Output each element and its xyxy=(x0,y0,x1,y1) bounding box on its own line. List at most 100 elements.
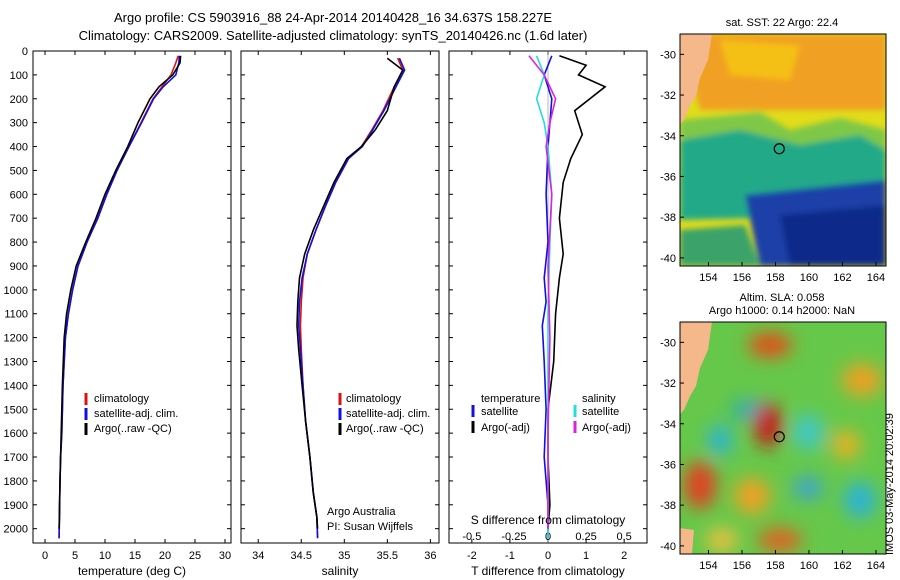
sst-land xyxy=(680,34,712,124)
title-line-1: Argo profile: CS 5903916_88 24-Apr-2014 … xyxy=(114,10,552,25)
depth-tick-label: 1600 xyxy=(4,428,28,440)
legend-label-climatology: climatology xyxy=(94,393,150,405)
sla-yellow xyxy=(832,431,860,459)
legend-label-satellite: satellite-adj. clim. xyxy=(346,408,430,420)
legend-label-argo: Argo(..raw -QC) xyxy=(94,423,172,435)
sst-map-frame xyxy=(679,33,887,267)
legend-label-t-argo: Argo(-adj) xyxy=(481,422,530,434)
sst-argo-marker xyxy=(773,143,785,155)
imos-stamp: IMOS 03-May-2014 20:02:39 xyxy=(884,413,896,555)
depth-tick-label: 1000 xyxy=(4,285,28,297)
lat-tick-label: -38 xyxy=(660,500,676,512)
depth-tick-label: 800 xyxy=(10,237,28,249)
s-tick-label: 0.25 xyxy=(575,531,596,543)
series-line-argo-raw-qc- xyxy=(58,55,182,529)
lat-tick-label: -40 xyxy=(660,541,676,553)
x-tick-label: 10 xyxy=(99,550,111,562)
salinity-panel xyxy=(240,50,440,544)
depth-tick-label: 1300 xyxy=(4,356,28,368)
sla-land xyxy=(680,322,712,414)
x-tick-label: 25 xyxy=(189,550,201,562)
lon-tick-label: 158 xyxy=(766,272,784,284)
lat-tick-label: -36 xyxy=(660,459,676,471)
sla-argo-marker xyxy=(773,431,785,443)
temperature-panel xyxy=(32,50,232,544)
lon-tick-label: 162 xyxy=(833,272,851,284)
legend-title-temperature: temperature xyxy=(481,393,540,405)
series-line-satellite-adj-clim- xyxy=(58,55,181,539)
sst-map-title: sat. SST: 22 Argo: 22.4 xyxy=(726,17,839,29)
legend-label-satellite: satellite-adj. clim. xyxy=(94,408,178,420)
x-tick-label: 34 xyxy=(252,550,264,562)
depth-tick-label: 900 xyxy=(10,261,28,273)
sla-map-title-1: Altim. SLA: 0.058 xyxy=(740,292,825,304)
lon-tick-label: 156 xyxy=(733,272,751,284)
depth-tick-label: 2000 xyxy=(4,524,28,536)
depth-tick-label: 500 xyxy=(10,165,28,177)
legend-label-argo: Argo(..raw -QC) xyxy=(346,423,424,435)
sst-map-axes: 154 156 158 160 162 164 -30 -32 -34 -36 -38 -40 xyxy=(660,49,885,284)
x-tick-label: 36 xyxy=(424,550,436,562)
title-line-2: Climatology: CARS2009. Satellite-adjuste… xyxy=(79,28,588,43)
lon-tick-label: 154 xyxy=(699,272,717,284)
sst-coldest xyxy=(780,205,886,266)
lon-tick-label: 164 xyxy=(867,560,885,572)
lat-tick-label: -36 xyxy=(660,171,676,183)
series-line-t-argo-adj- xyxy=(547,55,607,529)
s-tick-label: 0.5 xyxy=(617,531,632,543)
lon-tick-label: 164 xyxy=(867,272,885,284)
sst-map xyxy=(680,34,886,266)
depth-tick-label: 400 xyxy=(10,142,28,154)
depth-tick-label: 600 xyxy=(10,189,28,201)
lon-tick-label: 162 xyxy=(833,560,851,572)
legend-label-t-satellite: satellite xyxy=(481,406,518,418)
lat-tick-label: -38 xyxy=(660,212,676,224)
series-line-satellite-adj-clim- xyxy=(297,57,406,539)
depth-tick-label: 1200 xyxy=(4,333,28,345)
difference-plot: -2 -1 0 1 2-0.5 -0.25 0 0.25 0.5 xyxy=(462,51,632,562)
sla-red-north xyxy=(748,333,792,357)
sla-orange-south xyxy=(758,528,802,552)
series-line-argo-raw-qc- xyxy=(296,57,404,529)
t-diff-xlabel: T difference from climatology xyxy=(471,564,625,578)
lon-tick-label: 154 xyxy=(699,560,717,572)
sla-orange-mid xyxy=(734,478,770,514)
salinity-legend: climatology satellite-adj. clim. Argo(..… xyxy=(327,393,430,533)
temperature-plot: 0 5 10 15 20 25 30 xyxy=(42,51,231,562)
s-tick-label: -0.5 xyxy=(462,531,481,543)
depth-tick-label: 1400 xyxy=(4,380,28,392)
sla-cyan-2 xyxy=(708,425,732,455)
sla-cyan-4 xyxy=(793,477,823,499)
x-tick-label: 35.5 xyxy=(377,550,398,562)
lon-tick-label: 160 xyxy=(800,272,818,284)
x-tick-label: 2 xyxy=(621,550,627,562)
pi-label: PI: Susan Wijffels xyxy=(327,521,413,533)
sla-map xyxy=(680,322,886,554)
series-line-t-satellite xyxy=(541,55,553,539)
legend-label-s-satellite: satellite xyxy=(582,406,619,418)
x-tick-label: 30 xyxy=(219,550,231,562)
salinity-plot: 34 34.5 35 35.5 36 xyxy=(252,51,437,562)
s-diff-xlabel: S difference from climatology xyxy=(471,513,626,527)
sla-red-eddy xyxy=(754,403,782,447)
x-tick-label: 0 xyxy=(42,550,48,562)
series-line-s-argo-adj- xyxy=(528,55,557,529)
depth-tick-label: 100 xyxy=(10,70,28,82)
sla-yellow-south xyxy=(706,528,738,552)
x-tick-label: -1 xyxy=(505,550,515,562)
sla-map-axes: 154 156 158 160 162 164 -30 -32 -34 -36 -38 -40 xyxy=(660,337,885,572)
s-tick-label: -0.25 xyxy=(501,531,526,543)
sla-land-south xyxy=(680,528,694,554)
lon-tick-label: 158 xyxy=(766,560,784,572)
lat-tick-label: -30 xyxy=(660,49,676,61)
depth-tick-label: 1900 xyxy=(4,500,28,512)
x-tick-label: 0 xyxy=(545,550,551,562)
depth-tick-label: 1100 xyxy=(4,309,28,321)
sst-warm-patch xyxy=(720,40,800,80)
lat-tick-label: -30 xyxy=(660,337,676,349)
legend-label-s-argo: Argo(-adj) xyxy=(582,422,631,434)
salinity-xlabel: salinity xyxy=(322,564,359,578)
difference-legend: temperature satellite Argo(-adj) salinit… xyxy=(471,393,631,434)
lat-tick-label: -32 xyxy=(660,378,676,390)
